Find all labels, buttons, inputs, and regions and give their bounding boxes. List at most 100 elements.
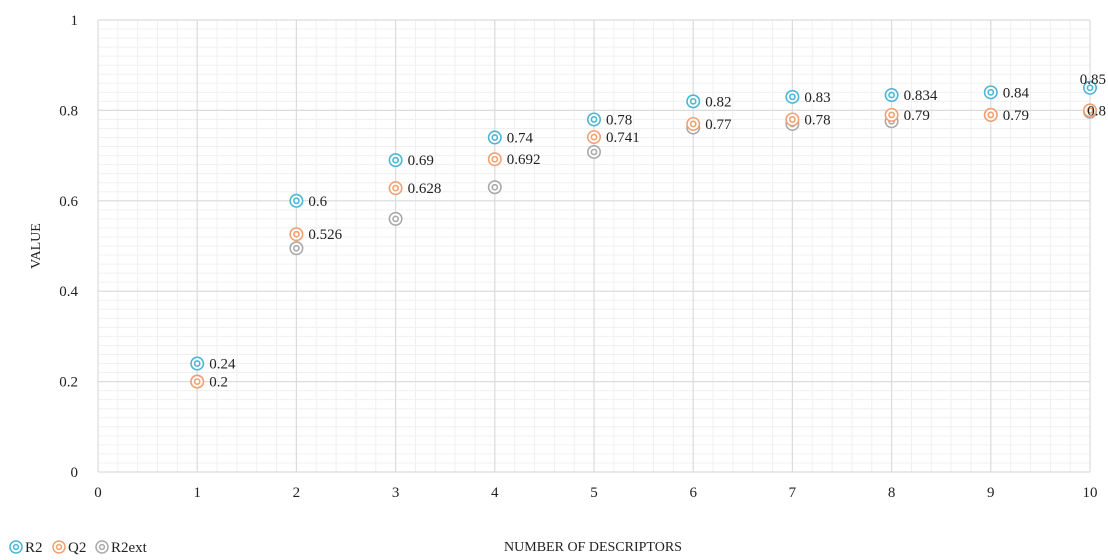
data-point-inner-ring (392, 156, 399, 164)
data-labels: 0.24 0.6 0.69 0.74 0.78 0.82 0.83 0.834 0.84 0.85… (209, 72, 1106, 391)
data-label: 0.24 (209, 357, 236, 373)
y-tick-label: 0 (71, 465, 79, 481)
data-point-outer-ring (586, 130, 601, 145)
data-point-inner-ring (193, 378, 201, 385)
data-point-outer-ring (983, 107, 998, 122)
data-point-outer-ring (487, 130, 502, 145)
x-tick-label: 1 (193, 485, 201, 501)
legend-marker-outer (9, 540, 23, 554)
data-point (1083, 103, 1098, 118)
data-point (487, 152, 502, 167)
data-point-inner-ring (987, 88, 995, 96)
data-point (487, 130, 502, 145)
data-point-outer-ring (686, 116, 701, 131)
legend-marker-outer (52, 540, 66, 554)
x-tick-label: 3 (392, 485, 400, 501)
data-point-inner-ring (689, 120, 697, 128)
data-point-inner-ring (888, 91, 895, 99)
x-tick-label: 9 (987, 485, 995, 501)
data-point-outer-ring (983, 85, 998, 100)
data-point (686, 94, 701, 109)
y-tick-label: 0.2 (59, 375, 78, 391)
data-point (190, 374, 205, 389)
data-point-inner-ring (392, 215, 399, 223)
x-tick-label: 8 (888, 485, 896, 501)
data-label: 0.84 (1003, 85, 1030, 101)
y-axis-tick-labels: 0 0.2 0.4 0.6 0.8 1 (59, 13, 78, 481)
series-markers (190, 80, 1098, 389)
data-point (586, 112, 601, 127)
data-point-outer-ring (289, 227, 304, 242)
data-point (289, 241, 304, 256)
data-label: 0.692 (507, 152, 541, 168)
x-axis-tick-labels: 0 1 2 3 4 5 6 7 8 9 10 (94, 485, 1097, 501)
x-tick-label: 10 (1083, 485, 1098, 501)
data-point (388, 211, 403, 226)
data-point (586, 130, 601, 145)
data-point-inner-ring (590, 148, 598, 156)
data-label: 0.2 (209, 375, 228, 391)
data-point-outer-ring (289, 193, 304, 208)
data-point-outer-ring (884, 107, 899, 122)
data-point-inner-ring (491, 134, 499, 141)
data-label: 0.834 (904, 88, 938, 104)
data-point-inner-ring (590, 133, 598, 141)
data-point-inner-ring (491, 183, 499, 191)
data-label: 0.77 (705, 117, 732, 133)
data-point-inner-ring (292, 197, 300, 205)
data-point (884, 107, 899, 122)
data-point-outer-ring (785, 89, 800, 104)
data-point (1083, 80, 1098, 95)
data-point (983, 107, 998, 122)
data-point-inner-ring (689, 97, 697, 105)
data-point (884, 88, 899, 103)
data-point (289, 227, 304, 242)
x-tick-label: 2 (293, 485, 301, 501)
legend-label: R2 (25, 540, 43, 556)
legend-marker-inner (12, 543, 20, 551)
legend-item: Q2 (52, 540, 86, 556)
data-point (388, 181, 403, 196)
data-point (785, 112, 800, 127)
data-label: 0.83 (804, 90, 830, 106)
data-label: 0.628 (408, 181, 442, 197)
data-point (388, 153, 403, 168)
data-label: 0.85 (1080, 72, 1106, 88)
x-tick-label: 5 (590, 485, 598, 501)
data-point-outer-ring (289, 241, 304, 256)
legend-marker-inner (55, 543, 63, 551)
data-point-inner-ring (590, 116, 598, 123)
data-label: 0.8 (1087, 103, 1106, 119)
data-point-outer-ring (388, 153, 403, 168)
data-point-outer-ring (586, 112, 601, 127)
data-point (686, 116, 701, 131)
x-tick-label: 7 (789, 485, 797, 501)
data-point (190, 356, 205, 371)
x-tick-label: 4 (491, 485, 499, 501)
data-point-outer-ring (1083, 103, 1098, 118)
data-point-outer-ring (388, 181, 403, 196)
legend-item: R2 (9, 540, 43, 556)
data-point (586, 144, 601, 159)
data-label: 0.78 (606, 112, 632, 128)
y-tick-label: 0.6 (59, 194, 78, 210)
data-point-inner-ring (292, 244, 300, 252)
data-point-outer-ring (190, 374, 205, 389)
data-label: 0.741 (606, 130, 640, 146)
data-point-inner-ring (292, 230, 300, 238)
x-tick-label: 0 (94, 485, 102, 501)
legend-item: R2ext (95, 540, 148, 556)
data-label: 0.79 (1003, 108, 1029, 124)
data-point-outer-ring (388, 211, 403, 226)
data-point (487, 180, 502, 195)
x-axis-title: NUMBER OF DESCRIPTORS (504, 540, 682, 555)
data-point-inner-ring (888, 111, 895, 119)
data-point-inner-ring (193, 360, 201, 367)
data-point-outer-ring (884, 88, 899, 103)
data-point-inner-ring (987, 111, 995, 119)
data-label: 0.79 (904, 108, 930, 124)
data-point-inner-ring (491, 155, 499, 163)
y-axis-title: VALUE (29, 223, 44, 269)
data-point-inner-ring (789, 116, 796, 123)
